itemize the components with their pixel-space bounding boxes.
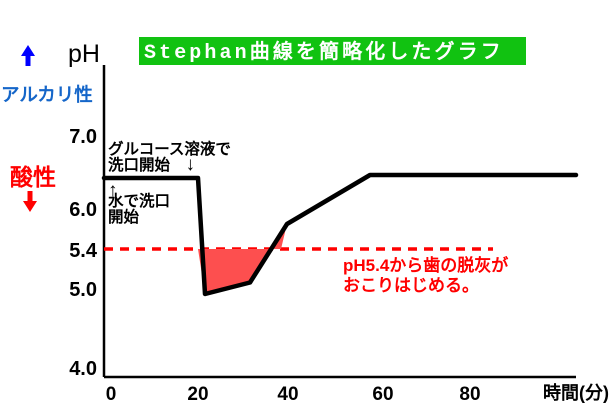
svg-text:Stephan曲線を簡略化したグラフ: Stephan曲線を簡略化したグラフ [144,39,504,65]
svg-text:酸性: 酸性 [10,164,56,190]
svg-text:4.0: 4.0 [69,358,97,380]
svg-text:水で洗口: 水で洗口 [108,191,170,210]
svg-text:7.0: 7.0 [69,126,97,148]
svg-text:pH: pH [68,40,100,68]
svg-text:グルコース溶液で: グルコース溶液で [108,139,231,158]
svg-text:20: 20 [187,384,208,405]
svg-text:洗口開始 ↓: 洗口開始 ↓ [108,154,195,175]
svg-text:40: 40 [277,384,298,405]
svg-text:80: 80 [459,384,480,405]
svg-text:60: 60 [372,384,393,405]
svg-text:6.0: 6.0 [69,199,97,221]
svg-text:pH5.4から歯の脱灰が: pH5.4から歯の脱灰が [343,255,508,275]
svg-text:開始: 開始 [108,207,140,226]
svg-text:時間(分): 時間(分) [543,383,609,403]
svg-text:アルカリ性: アルカリ性 [1,84,93,105]
svg-text:5.4: 5.4 [69,240,98,262]
svg-text:おこりはじめる。: おこりはじめる。 [343,276,479,295]
svg-text:5.0: 5.0 [69,279,97,301]
svg-text:0: 0 [106,384,117,405]
